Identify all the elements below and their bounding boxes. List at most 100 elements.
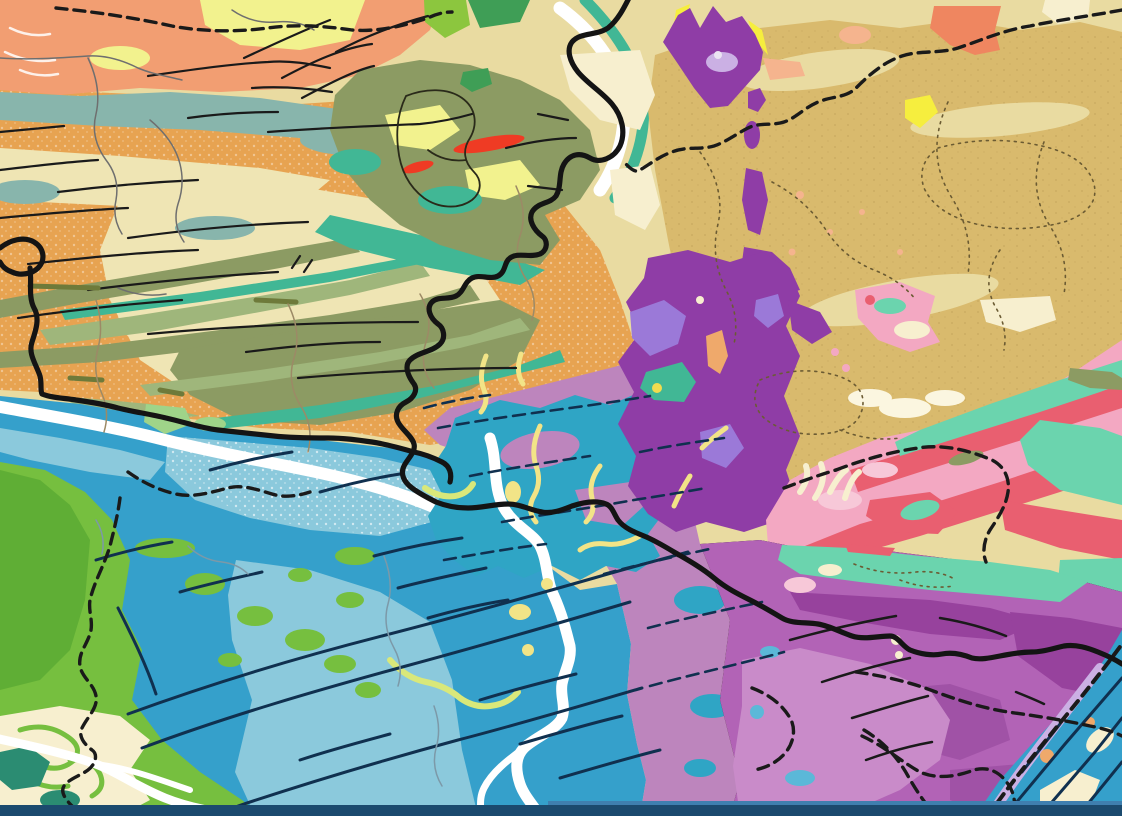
fault-line (266, 112, 474, 134)
region-teal-green-stripe (200, 350, 565, 430)
region-purple-dark-lobe (790, 592, 1040, 640)
region-yellow-lake (541, 578, 553, 590)
fault-lines-basin (94, 450, 690, 808)
region-pink-dot (842, 364, 850, 372)
region-green-islet (135, 538, 195, 558)
region-olive-stripe-e (1068, 368, 1122, 390)
region-pink-pale-bit (818, 490, 862, 510)
fault-line (290, 112, 570, 274)
region-green-islet (218, 653, 242, 667)
fault-line-short (94, 450, 662, 780)
region-yellow-dot (652, 383, 662, 393)
minor-boundary-loop (396, 89, 481, 208)
region-white-lake (925, 390, 965, 406)
region-green-islet (237, 606, 273, 626)
country-border-main (393, 0, 1122, 667)
admin-border-east (834, 445, 1011, 564)
region-sky-blue-lake (750, 705, 764, 719)
region-red-volcanic (453, 134, 525, 154)
region-teal-green-patch (329, 149, 381, 175)
fault-line (250, 86, 334, 94)
bottom-bar-edge (548, 801, 1122, 805)
region-green-islet (335, 547, 375, 565)
region-yellow-patch-massif (465, 160, 540, 200)
admin-border-northeast (620, 8, 1122, 173)
region-salmon-patch (763, 58, 805, 80)
region-yellow-lake (505, 481, 521, 503)
region-cream-bit (894, 321, 930, 339)
admin-border-south-purple (750, 670, 1122, 816)
region-green-deep-strip (0, 470, 90, 690)
river-white-margin-band (0, 400, 451, 518)
region-white-core-dot (714, 51, 722, 59)
admin-borders (54, 6, 1122, 816)
river-brown (95, 185, 535, 453)
region-orange-patch-massif (706, 330, 728, 374)
region-teal-green-stripe (60, 255, 425, 320)
fault-line-long (140, 600, 632, 750)
minor-boundary (0, 55, 183, 81)
region-violet-patch (754, 294, 784, 328)
region-teal-islet (684, 759, 716, 777)
region-pink-pale-bit (784, 577, 816, 593)
admin-border-basin (126, 470, 312, 498)
fault-line (300, 64, 376, 100)
region-cream-patch (610, 165, 660, 230)
region-khaki-pale-streak (740, 48, 900, 92)
region-violet-patch (700, 424, 744, 468)
region-salmon-dot (897, 249, 903, 255)
fault-line (504, 136, 578, 150)
region-mint-bit (900, 499, 940, 521)
region-sky-blue-lake (785, 770, 815, 786)
fault-line (334, 14, 430, 54)
fault-lines-dashed (422, 393, 786, 688)
region-salmon-patch-ne (930, 6, 1001, 55)
region-teal-green-fringe (315, 215, 545, 285)
region-salmon-dot (839, 26, 871, 44)
region-cream-dot (696, 296, 704, 304)
region-lime-patch (424, 0, 470, 38)
fault-line (146, 320, 420, 336)
region-coral-stripe (1000, 500, 1122, 560)
fault-line (86, 270, 280, 292)
region-green-patch-massif (460, 68, 492, 92)
fault-lines-purple-area (788, 614, 1046, 762)
region-teal-dark-patch (0, 746, 50, 790)
region-olive-stripe (0, 285, 480, 368)
region-white-lake (848, 389, 892, 407)
region-salmon-dot (796, 191, 804, 199)
fault-line (0, 158, 100, 172)
admin-thin-lines-nw (0, 9, 315, 296)
region-mint-stripe (895, 360, 1122, 456)
fault-line (126, 220, 310, 240)
region-mint-blob (1020, 420, 1122, 505)
fault-line (56, 178, 200, 194)
country-borders (0, 0, 1122, 667)
region-white-lake (879, 398, 931, 418)
region-yellow-lake (509, 604, 531, 620)
country-border-west (27, 265, 454, 485)
region-sky-blue-lake (760, 646, 780, 658)
region-cream-strip (0, 148, 330, 210)
region-cream-patch-se (1086, 727, 1114, 753)
region-yellow-blob (90, 46, 150, 70)
region-salmon-dot (859, 209, 865, 215)
region-coral-edge (845, 544, 895, 556)
region-cream-dot-border (895, 651, 903, 659)
river-gray (95, 519, 443, 787)
river-white-streaks-salmon (3, 26, 60, 77)
river-white-main (484, 432, 576, 816)
region-purple-chain (748, 88, 766, 112)
river-white-branch (92, 761, 193, 793)
region-coral-stripe (850, 382, 1122, 492)
bottom-bar[interactable] (0, 805, 1122, 816)
fault-line-dashed (422, 393, 726, 562)
region-green-islet (336, 592, 364, 608)
dotted-boundaries (699, 101, 1096, 588)
region-se-blue-streak (975, 630, 1122, 816)
fault-line (0, 124, 66, 134)
river-yellow-green (387, 481, 521, 710)
region-red-volcanic (402, 160, 434, 174)
